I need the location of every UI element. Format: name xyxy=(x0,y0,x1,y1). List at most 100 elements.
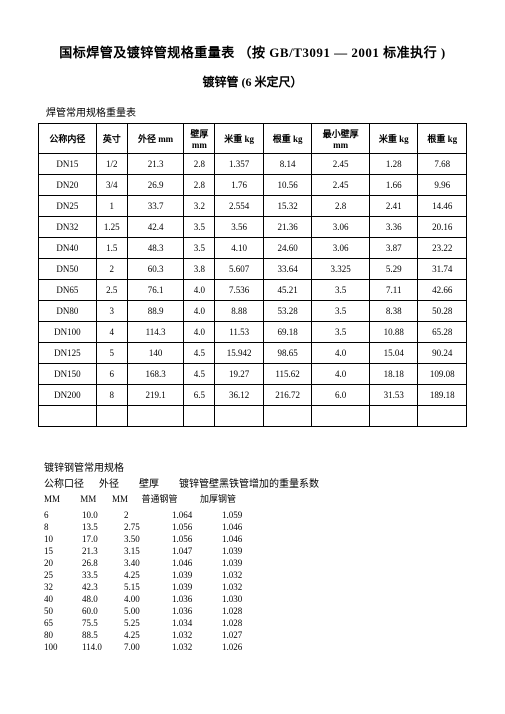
table-cell: 3.5 xyxy=(312,280,370,301)
table-cell: 1.039 xyxy=(222,545,262,557)
table-cell: 168.3 xyxy=(127,364,184,385)
table-row: DN203/426.92.81.7610.562.451.669.96 xyxy=(39,175,467,196)
table-cell: 21.3 xyxy=(127,154,184,175)
table-cell: 5.00 xyxy=(124,605,172,617)
table-cell: 69.18 xyxy=(263,322,311,343)
table-cell: DN20 xyxy=(39,175,97,196)
table-cell: 31.74 xyxy=(418,259,467,280)
table-cell: 1.027 xyxy=(222,629,262,641)
table-header: 最小壁厚mm xyxy=(312,124,370,154)
table-cell: 1.046 xyxy=(222,533,262,545)
table-cell: 53.28 xyxy=(263,301,311,322)
table-cell: 3 xyxy=(96,301,127,322)
table-cell: 3.50 xyxy=(124,533,172,545)
table-cell: 26.9 xyxy=(127,175,184,196)
table-cell: 15 xyxy=(44,545,82,557)
table-cell: 2.45 xyxy=(312,154,370,175)
table-cell: 21.36 xyxy=(263,217,311,238)
table-cell: 1.5 xyxy=(96,238,127,259)
table-cell: 33.7 xyxy=(127,196,184,217)
table-cell: 5.607 xyxy=(215,259,263,280)
table-row: 100114.07.001.0321.026 xyxy=(44,641,262,653)
table-cell: 25 xyxy=(44,569,82,581)
table-cell: 2 xyxy=(96,259,127,280)
table-cell: 3.06 xyxy=(312,238,370,259)
table-cell: 9.96 xyxy=(418,175,467,196)
table-row: DN2008219.16.536.12216.726.031.53189.18 xyxy=(39,385,467,406)
table-cell xyxy=(370,406,418,427)
table-header: 壁厚mm xyxy=(184,124,215,154)
table-cell: 1.056 xyxy=(172,533,222,545)
table-cell: 115.62 xyxy=(263,364,311,385)
table-cell: 1.039 xyxy=(222,557,262,569)
table-cell: 7.00 xyxy=(124,641,172,653)
table-cell: 3.36 xyxy=(370,217,418,238)
table-cell: 8 xyxy=(96,385,127,406)
table-cell: 75.5 xyxy=(82,617,124,629)
table-cell: 60.0 xyxy=(82,605,124,617)
table-header: 公称内径 xyxy=(39,124,97,154)
table-cell: 140 xyxy=(127,343,184,364)
table-cell: 5 xyxy=(96,343,127,364)
table-cell: 8.88 xyxy=(215,301,263,322)
table-cell: 6.0 xyxy=(312,385,370,406)
table-cell: 4.00 xyxy=(124,593,172,605)
table-cell: 36.12 xyxy=(215,385,263,406)
table-cell: 1.028 xyxy=(222,617,262,629)
table-cell: 65.28 xyxy=(418,322,467,343)
table-cell: 48.3 xyxy=(127,238,184,259)
table-cell: 2.8 xyxy=(184,175,215,196)
table-header: 根重 kg xyxy=(418,124,467,154)
table-cell: 3.8 xyxy=(184,259,215,280)
table-cell: 1.76 xyxy=(215,175,263,196)
table-cell: 42.3 xyxy=(82,581,124,593)
table-cell: 7.68 xyxy=(418,154,467,175)
table-cell: 3/4 xyxy=(96,175,127,196)
table-cell: 48.0 xyxy=(82,593,124,605)
table-cell: 2.41 xyxy=(370,196,418,217)
table-cell: 2.5 xyxy=(96,280,127,301)
table-row: 6575.55.251.0341.028 xyxy=(44,617,262,629)
table-cell xyxy=(312,406,370,427)
table-cell xyxy=(39,406,97,427)
table-cell: 3.56 xyxy=(215,217,263,238)
table-cell: 1.026 xyxy=(222,641,262,653)
table-cell: 1.357 xyxy=(215,154,263,175)
table-row: DN151/221.32.81.3578.142.451.287.68 xyxy=(39,154,467,175)
table-cell: 1.036 xyxy=(172,605,222,617)
table-cell: DN80 xyxy=(39,301,97,322)
table-cell: 26.8 xyxy=(82,557,124,569)
table-header: 米重 kg xyxy=(370,124,418,154)
table-cell: 3.40 xyxy=(124,557,172,569)
galvanized-pipe-table: 610.021.0641.059813.52.751.0561.0461017.… xyxy=(44,509,262,653)
table-cell: DN32 xyxy=(39,217,97,238)
table-cell xyxy=(96,406,127,427)
table-cell: 3.325 xyxy=(312,259,370,280)
table-cell: 6 xyxy=(96,364,127,385)
table-row: DN80388.94.08.8853.283.58.3850.28 xyxy=(39,301,467,322)
table-cell: 1.047 xyxy=(172,545,222,557)
table-cell: 2.554 xyxy=(215,196,263,217)
table-cell: 10.0 xyxy=(82,509,124,521)
table-cell: 189.18 xyxy=(418,385,467,406)
table-cell: 13.5 xyxy=(82,521,124,533)
table-cell: 24.60 xyxy=(263,238,311,259)
weld-pipe-table: 公称内径英寸外径 mm壁厚mm米重 kg根重 kg最小壁厚mm米重 kg根重 k… xyxy=(38,123,467,427)
table-cell: 18.18 xyxy=(370,364,418,385)
table-cell: 4.5 xyxy=(184,343,215,364)
table-cell: 8 xyxy=(44,521,82,533)
table-cell: 5.25 xyxy=(124,617,172,629)
table-cell: 4 xyxy=(96,322,127,343)
table-cell: 50 xyxy=(44,605,82,617)
table-cell xyxy=(215,406,263,427)
table-cell: 3.5 xyxy=(184,238,215,259)
table-row: DN12551404.515.94298.654.015.0490.24 xyxy=(39,343,467,364)
table-cell: 6.5 xyxy=(184,385,215,406)
table-cell: 40 xyxy=(44,593,82,605)
table-cell: 3.15 xyxy=(124,545,172,557)
table-cell: 33.64 xyxy=(263,259,311,280)
table-cell: 19.27 xyxy=(215,364,263,385)
table-cell: 1.046 xyxy=(222,521,262,533)
table-cell: 4.0 xyxy=(312,364,370,385)
table-cell: 8.38 xyxy=(370,301,418,322)
